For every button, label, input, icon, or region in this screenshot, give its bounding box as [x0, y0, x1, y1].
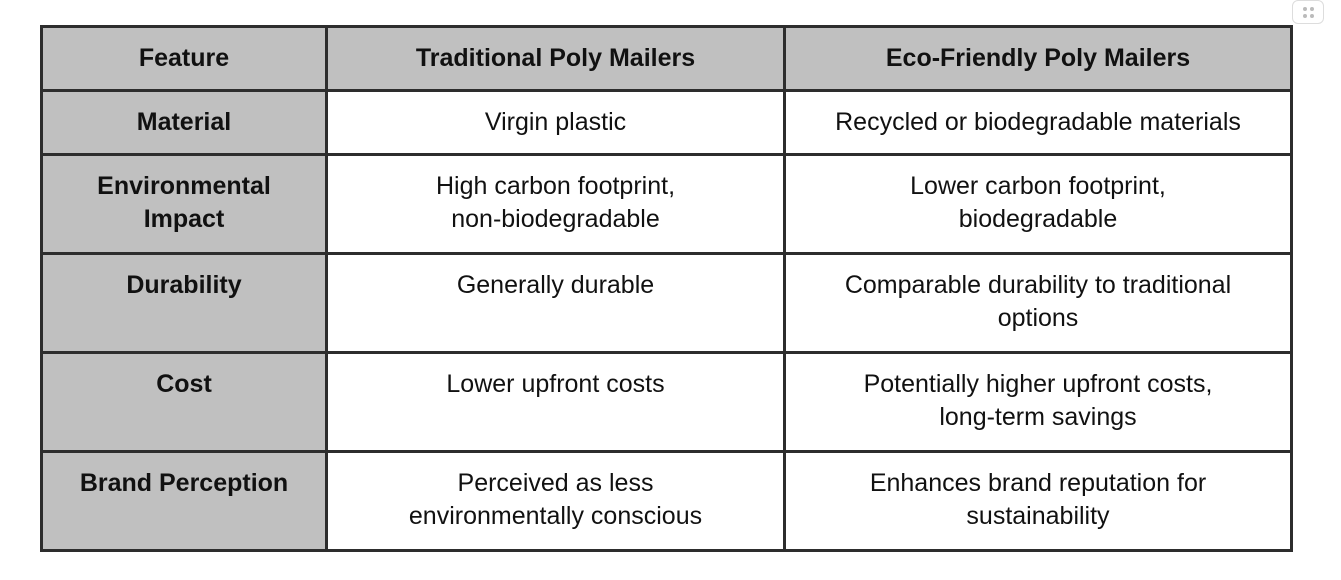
cell: Generally durable — [325, 252, 786, 354]
header-cell: Eco-Friendly Poly Mailers — [783, 25, 1293, 92]
cell-line: options — [997, 304, 1079, 332]
cell-line: Environmental — [97, 172, 271, 200]
comparison-table: Feature Traditional Poly Mailers Eco-Frien… — [40, 25, 1293, 552]
cell: Enhances brand reputation for sustainabil… — [783, 450, 1293, 552]
cell: Comparable durability to traditional opti… — [783, 252, 1293, 354]
dot — [1310, 7, 1314, 11]
cell-line: Lower upfront costs — [446, 370, 665, 398]
cell-line: Durability — [126, 271, 242, 299]
cell: Lower upfront costs — [325, 351, 786, 453]
cell-line: Cost — [156, 370, 212, 398]
dot — [1310, 14, 1314, 18]
cell-line: Comparable durability to traditional — [844, 271, 1232, 299]
cell: Potentially higher upfront costs, long-te… — [783, 351, 1293, 453]
cell-line: Enhances brand reputation for — [869, 469, 1207, 497]
row-label: Cost — [40, 351, 328, 453]
cell-line: Potentially higher upfront costs, — [863, 370, 1213, 398]
cell-line: Recycled or biodegradable materials — [835, 108, 1241, 136]
header-cell: Traditional Poly Mailers — [325, 25, 786, 92]
cell-line: long-term savings — [939, 403, 1137, 431]
cell-line: Impact — [143, 205, 225, 233]
table-row: Durability Generally durable Comparable du… — [40, 252, 1293, 354]
cell-line: sustainability — [966, 502, 1110, 530]
row-label: Material — [40, 89, 328, 156]
cell-line: Material — [136, 108, 232, 136]
drag-handle[interactable] — [1292, 0, 1324, 24]
table-row: Environmental Impact High carbon footprint… — [40, 153, 1293, 255]
dot — [1303, 7, 1307, 11]
row-label: Durability — [40, 252, 328, 354]
cell-line: Generally durable — [456, 271, 655, 299]
row-label: Brand Perception — [40, 450, 328, 552]
cell: Perceived as less environmentally conscio… — [325, 450, 786, 552]
cell-line: Lower carbon footprint, — [910, 172, 1166, 200]
cell-line: non-biodegradable — [451, 205, 660, 233]
table-row: Material Virgin plastic Recycled or biodeg… — [40, 89, 1293, 156]
cell-line: biodegradable — [958, 205, 1118, 233]
cell: High carbon footprint, non-biodegradable — [325, 153, 786, 255]
cell: Lower carbon footprint, biodegradable — [783, 153, 1293, 255]
table-row: Cost Lower upfront costs Potentially highe… — [40, 351, 1293, 453]
cell: Recycled or biodegradable materials — [783, 89, 1293, 156]
cell: Virgin plastic — [325, 89, 786, 156]
cell-line: Virgin plastic — [484, 108, 627, 136]
table-row: Brand Perception Perceived as less environ… — [40, 450, 1293, 552]
cell-line: Perceived as less — [457, 469, 654, 497]
header-row: Feature Traditional Poly Mailers Eco-Frien… — [40, 25, 1293, 92]
cell-line: environmentally conscious — [408, 502, 703, 530]
cell-line: High carbon footprint, — [435, 172, 676, 200]
header-cell: Feature — [40, 25, 328, 92]
row-label: Environmental Impact — [40, 153, 328, 255]
dot — [1303, 14, 1307, 18]
cell-line: Brand Perception — [79, 469, 289, 497]
